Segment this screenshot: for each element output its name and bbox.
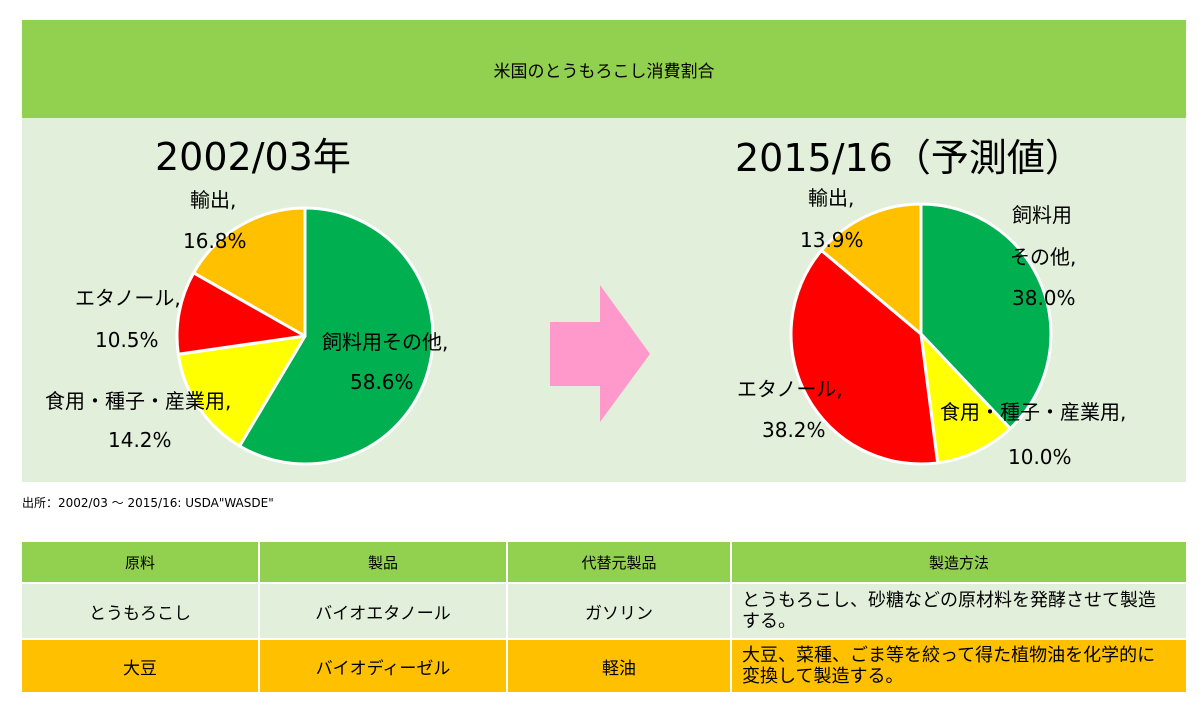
chart-title: 2015/16（予測値） (735, 136, 1083, 180)
slice-label-food-seed-industrial: 食用・種子・産業用, (940, 400, 1126, 424)
slice-label-export: 輸出, (190, 188, 236, 212)
title-bar: 米国のとうもろこし消費割合 (22, 20, 1186, 118)
pie-slice-food-seed-industrial (919, 332, 1012, 465)
slice-label-feed-other: 飼料用その他, (322, 330, 448, 354)
pie-chart-2015: 2015/16（予測値） 飼料用 その他, 38.0% 食用・種子・産業用, 1… (735, 136, 1126, 469)
comparison-table: 原料 製品 代替元製品 製造方法 とうもろこし バイオエタノール ガソリン とう… (22, 542, 1186, 694)
slice-label-ethanol: エタノール, (737, 377, 843, 401)
slice-value-ethanol: 10.5% (95, 328, 159, 352)
pie-chart-2002: 2002/03年 飼料用その他, 58.6% 食用・種子・産業用, 14.2% … (45, 135, 448, 466)
chart-panel: 2002/03年 飼料用その他, 58.6% 食用・種子・産業用, 14.2% … (22, 118, 1186, 482)
pie-slices (175, 206, 435, 466)
table-row: 大豆 バイオディーゼル 軽油 大豆、菜種、ごま等を絞って得た植物油を化学的に変換… (22, 640, 1186, 694)
table-cell-method: とうもろこし、砂糖などの原材料を発酵させて製造する。 (732, 584, 1186, 640)
slice-label-feed-other-line2: その他, (1010, 245, 1076, 269)
slice-value-export: 16.8% (183, 229, 247, 253)
chart-title: 2002/03年 (155, 135, 351, 179)
table-header-row: 原料 製品 代替元製品 製造方法 (22, 542, 1186, 584)
table-cell-material: 大豆 (22, 640, 260, 694)
method-text: 大豆、菜種、ごま等を絞って得た植物油を化学的に変換して製造する。 (742, 645, 1156, 687)
table-cell-material: とうもろこし (22, 584, 260, 640)
slice-label-feed-other: 飼料用 (1012, 203, 1072, 227)
pie-slice-feed-other (919, 202, 1053, 431)
slice-value-ethanol: 38.2% (762, 418, 826, 442)
slice-value-food-seed-industrial: 14.2% (108, 428, 172, 452)
column-header-method: 製造方法 (732, 542, 1186, 584)
slice-value-food-seed-industrial: 10.0% (1008, 445, 1072, 469)
right-arrow-icon (550, 285, 650, 422)
slice-label-food-seed-industrial: 食用・種子・産業用, (45, 389, 231, 413)
pie-slice-feed-other (238, 206, 435, 466)
table-row: とうもろこし バイオエタノール ガソリン とうもろこし、砂糖などの原材料を発酵さ… (22, 584, 1186, 640)
table-cell-replaced-product: ガソリン (508, 584, 732, 640)
slice-value-feed-other: 38.0% (1012, 286, 1076, 310)
method-text: とうもろこし、砂糖などの原材料を発酵させて製造する。 (742, 590, 1156, 632)
column-header-product: 製品 (260, 542, 508, 584)
pie-slice-food-seed-industrial (176, 334, 307, 448)
page-title: 米国のとうもろこし消費割合 (493, 61, 715, 82)
column-header-replaced-product: 代替元製品 (508, 542, 732, 584)
column-header-material: 原料 (22, 542, 260, 584)
pie-slice-ethanol (175, 271, 307, 356)
source-note: 出所：2002/03 ～ 2015/16: USDA"WASDE" (22, 496, 274, 510)
slice-value-export: 13.9% (800, 228, 864, 252)
pie-slice-export (819, 202, 923, 336)
charts-canvas: 2002/03年 飼料用その他, 58.6% 食用・種子・産業用, 14.2% … (45, 135, 1126, 469)
pie-slice-export (192, 206, 307, 338)
slice-value-feed-other: 58.6% (350, 370, 414, 394)
table-cell-product: バイオエタノール (260, 584, 508, 640)
table-cell-method: 大豆、菜種、ごま等を絞って得た植物油を化学的に変換して製造する。 (732, 640, 1186, 694)
table-cell-product: バイオディーゼル (260, 640, 508, 694)
slice-label-export: 輸出, (808, 186, 854, 210)
pie-slice-ethanol (789, 248, 940, 466)
slice-label-ethanol: エタノール, (75, 286, 181, 310)
table-cell-replaced-product: 軽油 (508, 640, 732, 694)
pie-slices (789, 202, 1053, 466)
